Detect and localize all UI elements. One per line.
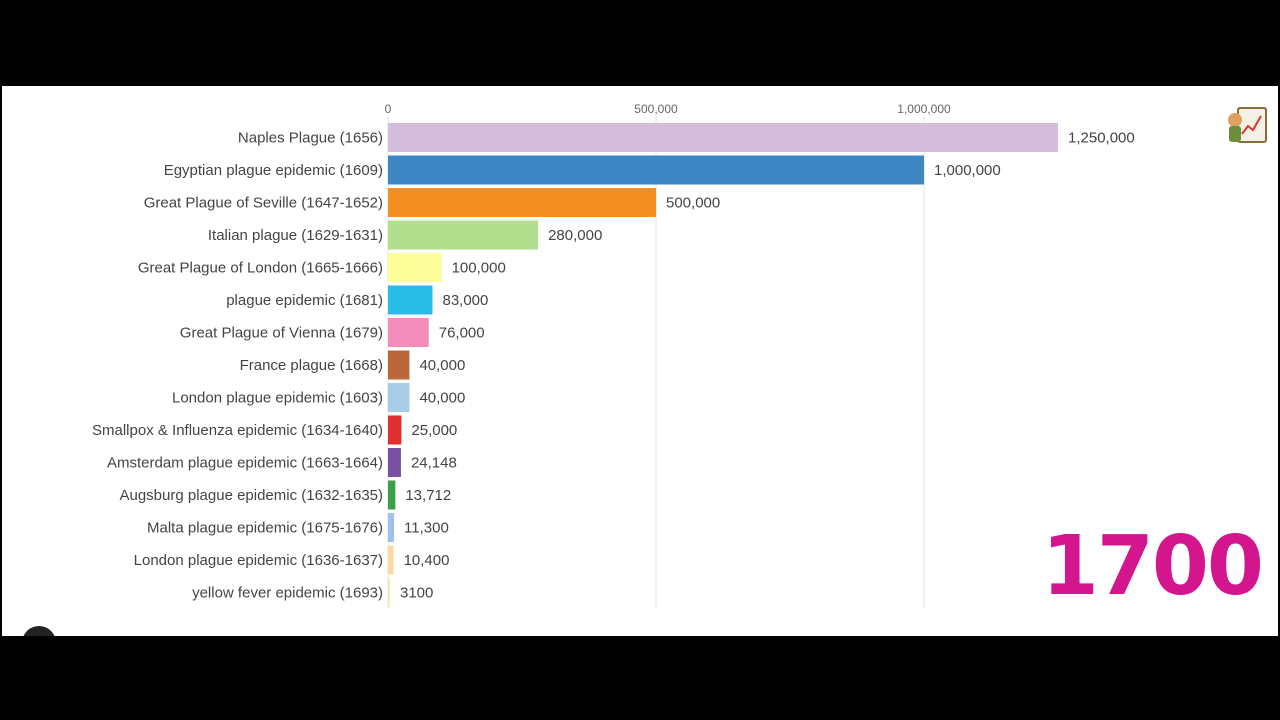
category-label: Malta plague epidemic (1675-1676) — [147, 520, 383, 537]
bar — [388, 220, 539, 250]
bar-layer: Naples Plague (1656) 1,250,000 Egyptian pl… — [92, 123, 1135, 607]
category-label: Amsterdam plague epidemic (1663-1664) — [107, 455, 383, 472]
value-label: 24,148 — [411, 455, 457, 472]
bar — [388, 415, 402, 445]
category-label: Great Plague of London (1665-1666) — [138, 260, 383, 277]
value-label: 13,712 — [405, 487, 451, 504]
bar — [388, 545, 394, 575]
chart-logo-icon — [1228, 107, 1267, 143]
value-label: 11,300 — [404, 520, 449, 537]
value-label: 40,000 — [419, 357, 465, 374]
bar — [388, 480, 396, 510]
category-label: Great Plague of Seville (1647-1652) — [144, 195, 383, 212]
loading-spinner-icon — [22, 626, 56, 636]
bar-chart-race: 0 500,000 1,000,000 Naples Plague (1656) 1,… — [92, 102, 1135, 608]
category-label: Smallpox & Influenza epidemic (1634-1640… — [92, 422, 383, 439]
category-label: plague epidemic (1681) — [226, 292, 383, 309]
value-label: 1,250,000 — [1068, 130, 1135, 147]
year-label: 1700 — [1041, 519, 1264, 614]
video-frame: 0 500,000 1,000,000 Naples Plague (1656) 1,… — [2, 86, 1278, 636]
bar — [388, 188, 656, 217]
category-label: Augsburg plague epidemic (1632-1635) — [119, 487, 383, 504]
x-tick-label: 1,000,000 — [897, 102, 951, 116]
category-label: Egyptian plague epidemic (1609) — [164, 162, 383, 179]
bar — [388, 285, 433, 315]
value-label: 25,000 — [411, 422, 457, 439]
x-tick-label: 0 — [385, 102, 392, 116]
bar — [388, 318, 429, 347]
value-label: 83,000 — [442, 292, 488, 309]
value-label: 76,000 — [439, 325, 485, 342]
category-label: Italian plague (1629-1631) — [208, 227, 383, 244]
category-label: yellow fever epidemic (1693) — [192, 585, 383, 602]
value-label: 40,000 — [419, 390, 465, 407]
category-label: France plague (1668) — [240, 357, 383, 374]
bar — [388, 513, 395, 542]
value-label: 10,400 — [404, 552, 450, 569]
bar — [388, 123, 1058, 152]
value-label: 1,000,000 — [934, 162, 1001, 179]
category-label: Naples Plague (1656) — [238, 130, 383, 147]
category-label: Great Plague of Vienna (1679) — [180, 325, 383, 342]
category-label: London plague epidemic (1636-1637) — [134, 552, 383, 569]
value-label: 3100 — [400, 585, 433, 602]
value-label: 280,000 — [548, 227, 602, 244]
value-label: 500,000 — [666, 195, 720, 212]
bar — [388, 155, 924, 185]
bar — [388, 578, 390, 607]
bar — [388, 448, 401, 477]
value-label: 100,000 — [452, 260, 506, 277]
bar — [388, 383, 410, 412]
bar — [388, 253, 442, 282]
x-tick-label: 500,000 — [634, 102, 678, 116]
bar — [388, 350, 410, 380]
category-label: London plague epidemic (1603) — [172, 390, 383, 407]
